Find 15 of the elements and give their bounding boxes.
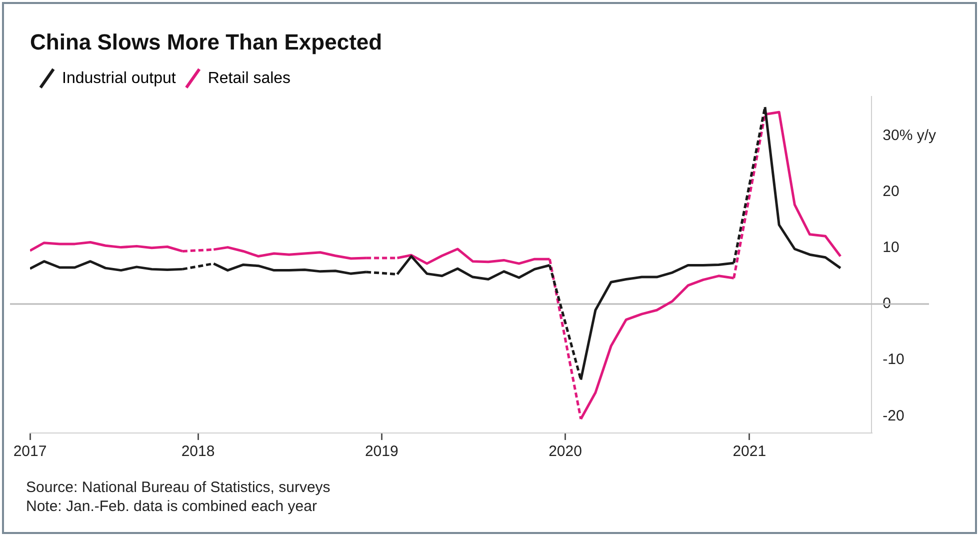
chart-title: China Slows More Than Expected bbox=[30, 29, 382, 54]
y-tick-label: 10 bbox=[882, 239, 900, 256]
text: Note: Jan.-Feb. data is combined each year bbox=[26, 497, 318, 516]
y-tick-label: 20 bbox=[882, 182, 900, 200]
y-tick-label: -20 bbox=[882, 407, 904, 424]
y-tick-label: -10 bbox=[882, 351, 904, 368]
x-tick-label: 2017 bbox=[13, 443, 47, 460]
source-note: Source: National Bureau of Statistics, surveys bbox=[26, 478, 330, 497]
x-tick-label: 2020 bbox=[548, 443, 582, 460]
legend-label: Retail sales bbox=[208, 70, 291, 87]
x-tick-label: 2018 bbox=[181, 443, 215, 460]
x-tick-label: 2021 bbox=[732, 443, 766, 460]
y-tick-label: 30% y/y bbox=[882, 126, 936, 144]
legend-label: Industrial output bbox=[62, 70, 176, 87]
x-tick-label: 2019 bbox=[364, 443, 398, 460]
